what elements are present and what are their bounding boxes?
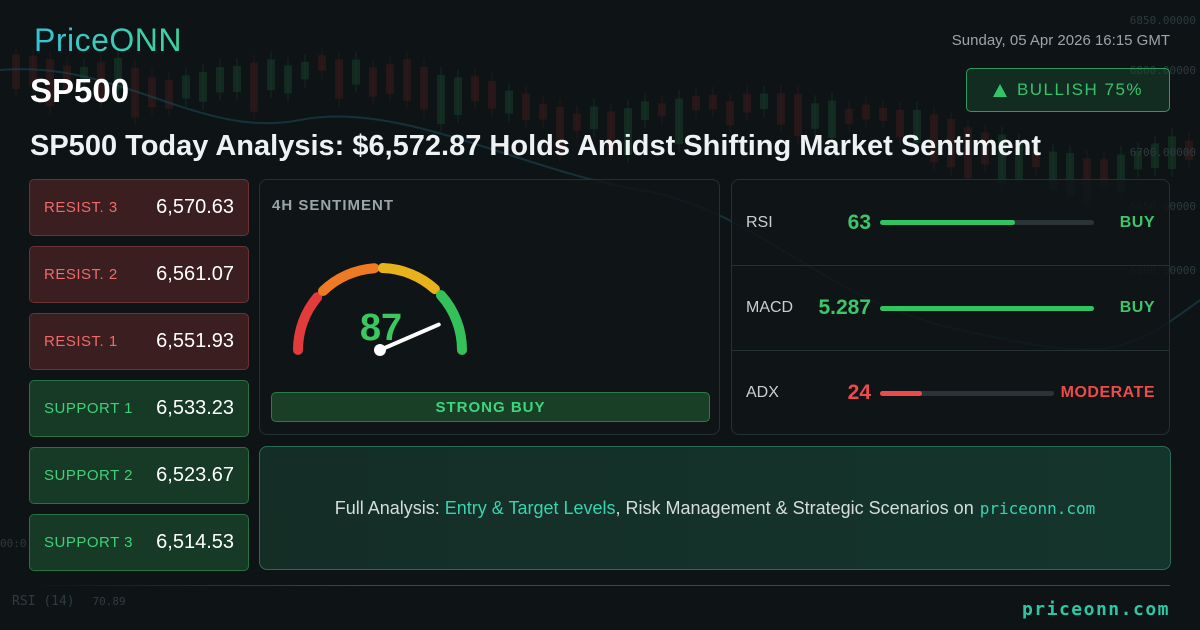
brand-logo[interactable]: PriceONN <box>34 22 183 58</box>
bg-rsi-name: RSI <box>12 594 36 609</box>
sentiment-panel: 4H SENTIMENT 87 STRONG BUY <box>259 179 720 435</box>
indicator-name: ADX <box>746 384 779 401</box>
gauge-hub <box>374 344 386 356</box>
gauge-segment-yellow <box>377 263 440 295</box>
cta-prefix: Full Analysis: <box>334 497 440 518</box>
level-label: SUPPORT 3 <box>44 534 133 551</box>
bg-rsi-value: 70.89 <box>92 595 126 608</box>
indicator-fill <box>880 220 1015 225</box>
indicator-value: 5.287 <box>818 296 871 319</box>
level-label: RESIST. 3 <box>44 199 118 216</box>
indicator-fill <box>880 390 922 396</box>
level-resist-1: RESIST. 1 6,551.93 <box>29 313 249 370</box>
sentiment-score: 87 <box>359 307 403 349</box>
level-support-1: SUPPORT 1 6,533.23 <box>29 380 249 437</box>
bg-rsi-period: (14) <box>43 594 75 609</box>
level-value: 6,570.63 <box>156 196 234 218</box>
level-resist-2: RESIST. 2 6,561.07 <box>29 246 249 303</box>
bg-rsi-label: RSI (14) 70.89 <box>12 594 126 609</box>
level-value: 6,561.07 <box>156 263 234 285</box>
gauge-segment-red <box>293 292 323 355</box>
levels-list: RESIST. 3 6,570.63 RESIST. 2 6,561.07 RE… <box>29 179 249 581</box>
indicator-signal: BUY <box>1119 213 1155 231</box>
level-label: SUPPORT 2 <box>44 467 133 484</box>
level-label: SUPPORT 1 <box>44 400 133 417</box>
level-label: RESIST. 2 <box>44 266 118 283</box>
sentiment-gauge <box>293 263 467 356</box>
bg-axis-label: 6800.00000 <box>1129 64 1196 77</box>
indicator-track <box>880 305 1094 311</box>
level-support-2: SUPPORT 2 6,523.67 <box>29 447 249 504</box>
headline: SP500 Today Analysis: $6,572.87 Holds Am… <box>30 130 1042 162</box>
bg-time-tick: 00:0 <box>0 537 27 550</box>
indicator-value: 63 <box>847 210 871 234</box>
badge-label: BULLISH 75% <box>1016 80 1144 99</box>
cta-middle: , Risk Management & Strategic Scenarios … <box>615 497 974 518</box>
level-support-3: SUPPORT 3 6,514.53 <box>29 514 249 571</box>
bg-axis-label: 6700.00000 <box>1129 146 1196 159</box>
triangle-up-icon <box>992 83 1007 97</box>
indicator-macd: MACD 5.287 BUY <box>732 265 1169 350</box>
indicators-panel: RSI 63 BUY MACD 5.287 BUY ADX 24 MODERAT… <box>731 179 1170 435</box>
ticker-symbol: SP500 <box>30 72 130 109</box>
footer-domain-link[interactable]: priceonn.com <box>1021 599 1170 620</box>
indicator-signal: BUY <box>1119 299 1155 316</box>
level-label: RESIST. 1 <box>44 333 118 350</box>
full-analysis-cta[interactable]: Full Analysis: Entry & Target Levels, Ri… <box>259 446 1171 570</box>
sentiment-signal: STRONG BUY <box>271 392 710 422</box>
bg-axis-label: 6850.00000 <box>1129 14 1196 27</box>
gauge-needle <box>378 322 441 352</box>
indicator-rsi: RSI 63 BUY <box>732 180 1169 265</box>
level-resist-3: RESIST. 3 6,570.63 <box>29 179 249 236</box>
sentiment-title: 4H SENTIMENT <box>272 197 395 214</box>
gauge-segment-green <box>435 290 467 355</box>
timestamp: Sunday, 05 Apr 2026 16:15 GMT <box>951 32 1170 49</box>
level-value: 6,551.93 <box>156 330 234 352</box>
level-value: 6,523.67 <box>156 464 234 486</box>
indicator-name: MACD <box>746 299 794 316</box>
cta-domain-link[interactable]: priceonn.com <box>979 498 1096 518</box>
indicator-adx: ADX 24 MODERATE <box>732 350 1169 435</box>
cta-highlight: Entry & Target Levels <box>444 497 616 518</box>
sentiment-badge: BULLISH 75% <box>966 68 1170 112</box>
level-value: 6,514.53 <box>156 531 234 553</box>
indicator-signal: MODERATE <box>1060 384 1155 401</box>
gauge-segment-orange <box>318 263 380 297</box>
indicator-track <box>880 220 1094 225</box>
indicator-track <box>880 390 1054 396</box>
indicator-fill <box>880 305 1094 311</box>
indicator-value: 24 <box>847 381 871 404</box>
level-value: 6,533.23 <box>156 397 234 419</box>
footer-divider <box>30 585 1170 586</box>
indicator-name: RSI <box>746 213 773 231</box>
